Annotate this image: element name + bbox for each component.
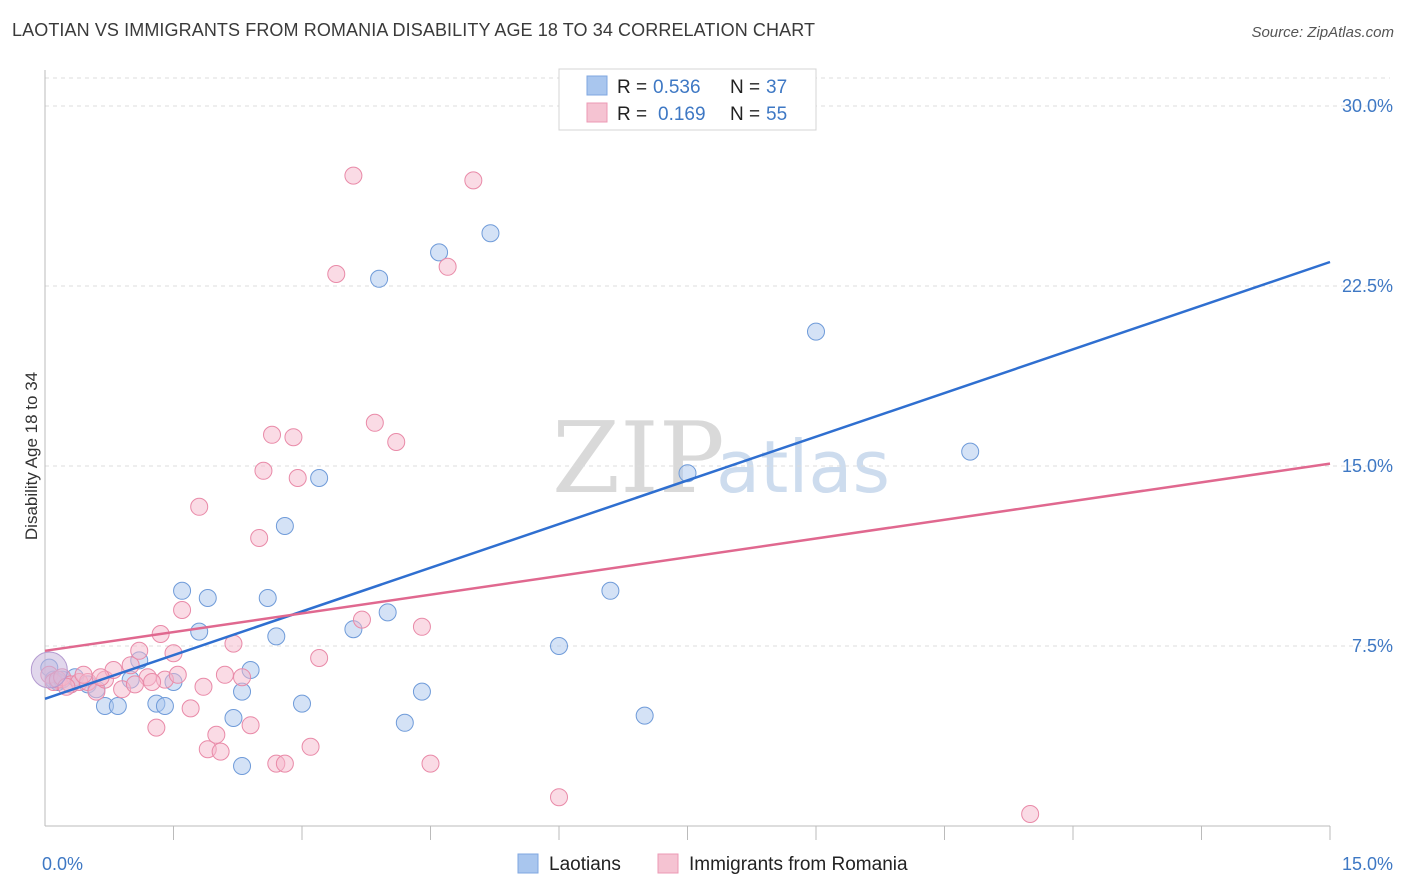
romania-point bbox=[310, 649, 329, 667]
watermark-zip: ZIP bbox=[552, 402, 725, 516]
romania-point bbox=[241, 716, 260, 735]
romania-point bbox=[387, 433, 406, 451]
romania-point bbox=[288, 469, 307, 487]
x-tick-label: 15.0% bbox=[1342, 854, 1393, 874]
romania-point bbox=[550, 788, 568, 807]
bottom-legend: Laotians Immigrants from Romania bbox=[517, 853, 908, 875]
legend-r-romania: 0.169 bbox=[658, 104, 706, 125]
laotian-point bbox=[108, 697, 127, 715]
laotian-point bbox=[173, 581, 192, 600]
laotian-point bbox=[635, 706, 654, 725]
romania-point bbox=[464, 171, 483, 190]
romania-point bbox=[301, 737, 320, 756]
legend-swatch-laotians bbox=[586, 75, 608, 96]
romania-point bbox=[74, 665, 93, 684]
romania-point bbox=[250, 529, 269, 547]
laotian-trend-line bbox=[44, 260, 1331, 700]
romania-point bbox=[125, 675, 144, 694]
laotian-point bbox=[275, 517, 294, 535]
laotian-point bbox=[198, 589, 217, 607]
romania-point bbox=[173, 601, 192, 619]
laotian-point bbox=[370, 269, 389, 288]
romania-point bbox=[284, 428, 303, 447]
trend-lines bbox=[44, 260, 1331, 700]
laotian-point bbox=[395, 713, 414, 732]
laotian-point bbox=[430, 243, 449, 262]
romania-point bbox=[275, 754, 294, 773]
legend-n-label: N = bbox=[730, 77, 760, 98]
romania-point bbox=[327, 265, 346, 283]
romania-point bbox=[421, 754, 440, 773]
romania-point bbox=[233, 668, 252, 687]
romania-point bbox=[438, 257, 457, 276]
laotian-point bbox=[293, 694, 311, 713]
romania-point bbox=[344, 166, 363, 185]
y-tick-label: 7.5% bbox=[1352, 636, 1393, 656]
laotian-point bbox=[310, 469, 329, 487]
laotian-point bbox=[412, 682, 431, 701]
laotian-point bbox=[267, 627, 286, 646]
romania-point bbox=[143, 673, 162, 691]
romania-point bbox=[352, 610, 371, 629]
legend-n-label-2: N = bbox=[730, 104, 760, 125]
laotian-point bbox=[378, 603, 397, 622]
romania-trend-line bbox=[44, 462, 1331, 653]
romania-point bbox=[365, 413, 384, 432]
grid-lines bbox=[45, 77, 1390, 647]
legend-n-laotians: 37 bbox=[766, 77, 787, 98]
legend-r-laotians: 0.536 bbox=[653, 77, 701, 98]
legend-r-label: R = bbox=[617, 77, 647, 98]
legend-r-label-2: R = bbox=[617, 104, 647, 125]
watermark-atlas: atlas bbox=[716, 425, 890, 509]
cluster-point bbox=[30, 651, 68, 689]
romania-point bbox=[194, 677, 213, 696]
bottom-legend-romania: Immigrants from Romania bbox=[689, 854, 908, 875]
romania-point bbox=[147, 718, 166, 737]
laotian-point bbox=[233, 757, 252, 775]
romania-point bbox=[207, 725, 226, 744]
bottom-swatch-laotians bbox=[517, 853, 539, 874]
legend-swatch-romania bbox=[586, 102, 608, 123]
x-tick-label: 0.0% bbox=[42, 854, 83, 874]
y-tick-label: 22.5% bbox=[1342, 276, 1393, 296]
laotian-point bbox=[601, 581, 620, 600]
laotian-point bbox=[224, 709, 243, 727]
y-axis-label: Disability Age 18 to 34 bbox=[22, 372, 41, 540]
legend-n-romania: 55 bbox=[766, 104, 787, 125]
romania-point bbox=[181, 699, 200, 718]
source-label: Source: ZipAtlas.com bbox=[1251, 24, 1394, 41]
romania-point bbox=[263, 425, 282, 444]
laotian-point bbox=[550, 637, 568, 655]
laotian-point bbox=[258, 589, 277, 607]
romania-point bbox=[190, 497, 209, 516]
laotian-point bbox=[807, 322, 825, 341]
bottom-swatch-romania bbox=[657, 853, 679, 874]
romania-point bbox=[412, 617, 431, 636]
chart-title: LAOTIAN VS IMMIGRANTS FROM ROMANIA DISAB… bbox=[12, 20, 816, 40]
tick-labels: 7.5% 15.0% 22.5% 30.0% 0.0% 15.0% bbox=[42, 96, 1393, 874]
romania-point bbox=[211, 742, 230, 761]
laotian-point bbox=[481, 224, 500, 243]
axes bbox=[44, 70, 1331, 840]
laotian-point bbox=[961, 442, 980, 461]
laotian-point bbox=[155, 697, 174, 715]
romania-point bbox=[1021, 805, 1040, 823]
legend: R = 0.536 N = 37 R = 0.169 N = 55 bbox=[558, 68, 817, 131]
romania-point bbox=[215, 665, 234, 684]
romania-point bbox=[130, 641, 149, 660]
y-tick-label: 30.0% bbox=[1342, 96, 1393, 116]
bottom-legend-laotians: Laotians bbox=[549, 854, 621, 875]
romania-point bbox=[254, 461, 273, 480]
y-tick-label: 15.0% bbox=[1342, 456, 1393, 476]
laotian-point bbox=[190, 622, 209, 641]
romania-point bbox=[168, 665, 187, 684]
data-points bbox=[30, 166, 1040, 823]
